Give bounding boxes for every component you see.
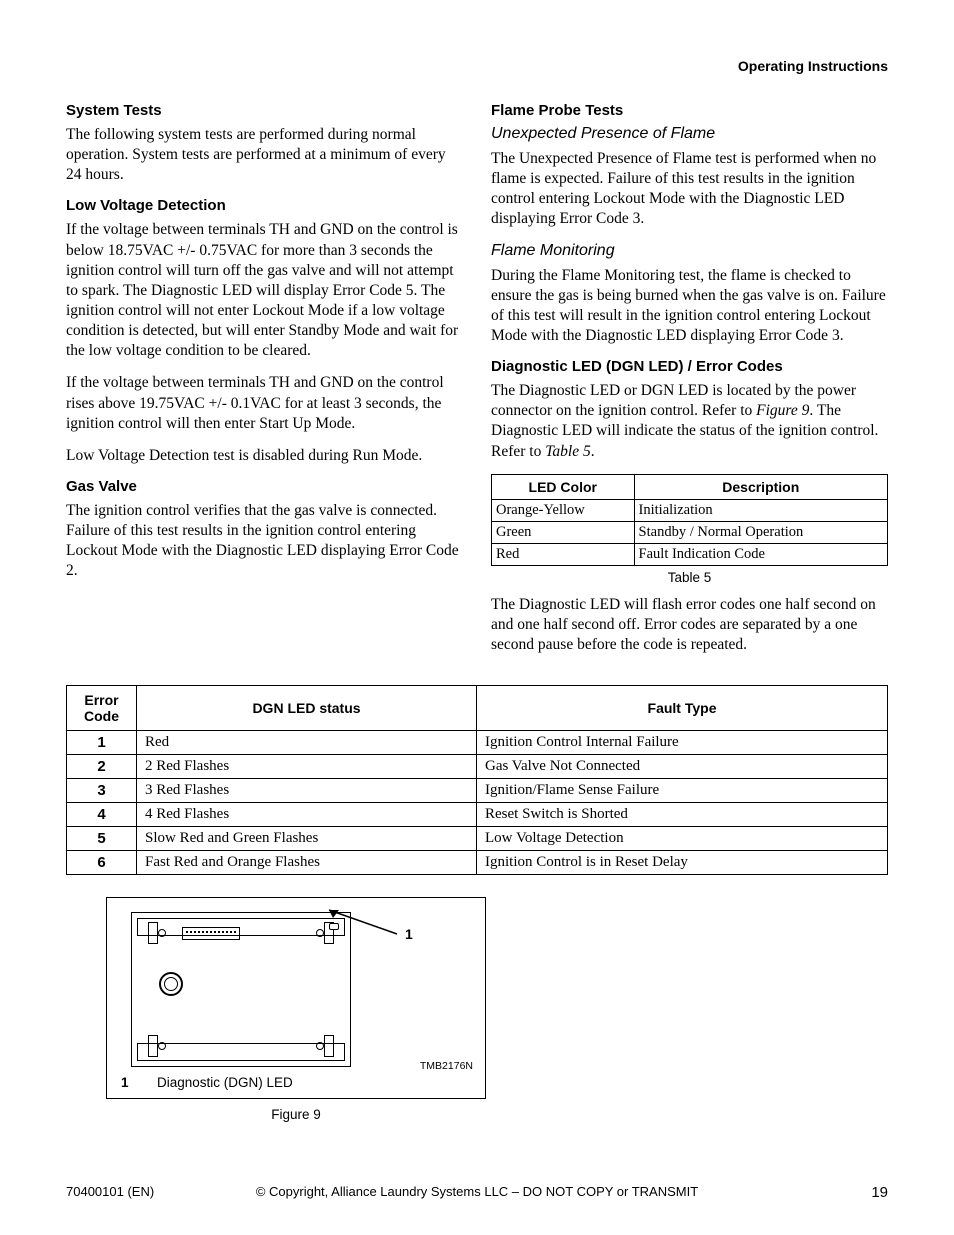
figure-caption: Figure 9 — [106, 1107, 486, 1122]
cell: Standby / Normal Operation — [634, 521, 887, 543]
tab — [324, 1035, 334, 1057]
table-row: Orange-YellowInitialization — [492, 499, 888, 521]
top-rail — [137, 918, 345, 936]
cell-code: 5 — [67, 827, 137, 851]
legend-num: 1 — [121, 1075, 135, 1090]
table-5: LED Color Description Orange-YellowIniti… — [491, 474, 888, 566]
cell-status: Slow Red and Green Flashes — [137, 827, 477, 851]
cell-fault: Ignition/Flame Sense Failure — [477, 779, 888, 803]
cell-code: 2 — [67, 755, 137, 779]
cell-fault: Reset Switch is Shorted — [477, 803, 888, 827]
cell: Orange-Yellow — [492, 499, 635, 521]
table-row: GreenStandby / Normal Operation — [492, 521, 888, 543]
screw-hole-icon — [158, 1042, 166, 1050]
heading-system-tests: System Tests — [66, 102, 463, 119]
table-row: 44 Red FlashesReset Switch is Shorted — [67, 803, 888, 827]
figure-id: TMB2176N — [420, 1060, 473, 1072]
left-column: System Tests The following system tests … — [66, 102, 463, 667]
para-with-refs: The Diagnostic LED or DGN LED is located… — [491, 381, 888, 462]
th-error-code: Error Code — [67, 686, 137, 731]
cell-fault: Ignition Control Internal Failure — [477, 731, 888, 755]
subheading-flame-monitoring: Flame Monitoring — [491, 242, 888, 260]
figure-legend: 1 Diagnostic (DGN) LED — [121, 1075, 471, 1090]
cell-fault: Gas Valve Not Connected — [477, 755, 888, 779]
board-diagram — [131, 912, 351, 1067]
cell: Initialization — [634, 499, 887, 521]
mounting-hole-icon — [159, 972, 183, 996]
subheading-unexpected-flame: Unexpected Presence of Flame — [491, 125, 888, 143]
footer-copyright: © Copyright, Alliance Laundry Systems LL… — [66, 1184, 888, 1199]
section-header: Operating Instructions — [66, 58, 888, 74]
two-column-layout: System Tests The following system tests … — [66, 102, 888, 667]
table-5-caption: Table 5 — [491, 570, 888, 585]
cell: Red — [492, 543, 635, 565]
cell: Fault Indication Code — [634, 543, 887, 565]
table-row: 22 Red FlashesGas Valve Not Connected — [67, 755, 888, 779]
tab — [148, 1035, 158, 1057]
heading-diagnostic-led: Diagnostic LED (DGN LED) / Error Codes — [491, 358, 888, 375]
bottom-rail — [137, 1043, 345, 1061]
para: The Diagnostic LED will flash error code… — [491, 595, 888, 655]
table-row: 5Slow Red and Green FlashesLow Voltage D… — [67, 827, 888, 851]
heading-gas-valve: Gas Valve — [66, 478, 463, 495]
cell-code: 4 — [67, 803, 137, 827]
cell-code: 6 — [67, 851, 137, 875]
para: The Unexpected Presence of Flame test is… — [491, 149, 888, 230]
th-description: Description — [634, 474, 887, 499]
figure-box: 1 TMB2176N 1 Diagnostic (DGN) LED — [106, 897, 486, 1099]
th-dgn-status: DGN LED status — [137, 686, 477, 731]
table-row: 1RedIgnition Control Internal Failure — [67, 731, 888, 755]
screw-hole-icon — [158, 929, 166, 937]
cell-code: 3 — [67, 779, 137, 803]
page-footer: 70400101 (EN) © Copyright, Alliance Laun… — [66, 1184, 888, 1201]
para: During the Flame Monitoring test, the fl… — [491, 266, 888, 347]
cell-status: 3 Red Flashes — [137, 779, 477, 803]
right-column: Flame Probe Tests Unexpected Presence of… — [491, 102, 888, 667]
para: If the voltage between terminals TH and … — [66, 220, 463, 361]
screw-hole-icon — [316, 929, 324, 937]
cell: Green — [492, 521, 635, 543]
cell-fault: Ignition Control is in Reset Delay — [477, 851, 888, 875]
callout-number: 1 — [405, 926, 413, 942]
cell-code: 1 — [67, 731, 137, 755]
figure-9: 1 TMB2176N 1 Diagnostic (DGN) LED Figure… — [106, 897, 486, 1122]
figure-ref: Figure 9 — [756, 402, 809, 419]
para: The following system tests are performed… — [66, 125, 463, 185]
para: Low Voltage Detection test is disabled d… — [66, 446, 463, 466]
table-row: 33 Red FlashesIgnition/Flame Sense Failu… — [67, 779, 888, 803]
screw-hole-icon — [316, 1042, 324, 1050]
error-code-table: Error Code DGN LED status Fault Type 1Re… — [66, 685, 888, 875]
th-fault-type: Fault Type — [477, 686, 888, 731]
cell-status: 2 Red Flashes — [137, 755, 477, 779]
tab — [148, 922, 158, 944]
heading-low-voltage: Low Voltage Detection — [66, 197, 463, 214]
text: . — [591, 443, 595, 460]
para: If the voltage between terminals TH and … — [66, 373, 463, 433]
cell-status: Red — [137, 731, 477, 755]
cell-fault: Low Voltage Detection — [477, 827, 888, 851]
para: The ignition control verifies that the g… — [66, 501, 463, 582]
table-row: RedFault Indication Code — [492, 543, 888, 565]
table-row: 6Fast Red and Orange FlashesIgnition Con… — [67, 851, 888, 875]
heading-flame-probe: Flame Probe Tests — [491, 102, 888, 119]
table-ref: Table 5 — [545, 443, 591, 460]
legend-text: Diagnostic (DGN) LED — [157, 1075, 293, 1090]
cell-status: 4 Red Flashes — [137, 803, 477, 827]
connector-icon — [182, 927, 240, 940]
th-led-color: LED Color — [492, 474, 635, 499]
cell-status: Fast Red and Orange Flashes — [137, 851, 477, 875]
